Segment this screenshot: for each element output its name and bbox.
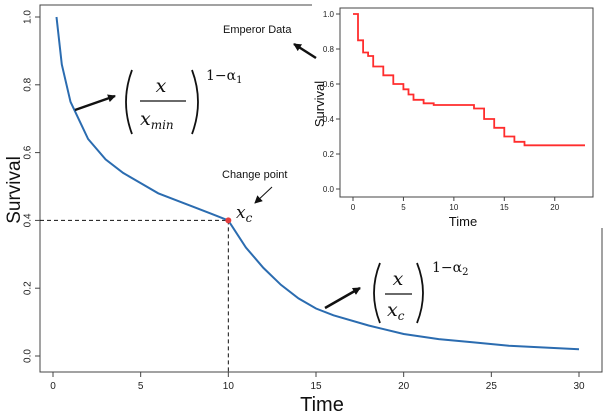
main-x-tick-label: 25	[486, 381, 498, 392]
inset-y-tick-label: 0.8	[323, 45, 335, 54]
main-x-tick-label: 30	[573, 381, 585, 392]
inset-title-emperor-data: Emperor Data	[223, 24, 292, 36]
formula2-right-paren	[416, 262, 424, 324]
main-y-axis-title: Survival	[4, 156, 25, 224]
formula1-numerator: x	[156, 75, 167, 97]
xc-label: xc	[236, 203, 253, 225]
inset-x-axis-title: Time	[449, 214, 477, 229]
formula1-arrow	[74, 94, 116, 112]
inset-x-tick-label: 20	[550, 203, 559, 212]
inset-y-tick-label: 0.4	[323, 115, 335, 124]
change-point-arrow	[254, 186, 273, 204]
formula1-left-paren	[125, 69, 133, 135]
inset-x-tick-label: 15	[500, 203, 509, 212]
inset-y-tick-label: 0.0	[323, 185, 335, 194]
inset-y-axis-title: Survival	[312, 81, 327, 127]
inset-x-tick-label: 5	[401, 203, 406, 212]
main-x-tick-label: 20	[398, 381, 410, 392]
formula2-arrow	[324, 286, 361, 310]
emperor-data-arrow	[293, 42, 317, 60]
main-x-tick-label: 5	[138, 381, 144, 392]
inset-y-tick-label: 0.6	[323, 80, 335, 89]
inset-plot-frame	[339, 7, 594, 198]
main-y-tick-label: 0.0	[23, 349, 34, 363]
main-x-tick-label: 0	[50, 381, 56, 392]
formula1-denominator: xmin	[140, 108, 174, 132]
formula-power-law-1: x xmin 1−α1	[74, 68, 242, 135]
inset-y-tick-label: 0.2	[323, 150, 335, 159]
main-y-tick-label: 0.6	[23, 145, 34, 159]
change-point-guides	[40, 219, 229, 372]
main-x-axis-title: Time	[300, 394, 344, 415]
inset-axis-ticks: 0 5 10 15 20 0.0 0.2 0.4 0.6 0.8 1.0	[323, 10, 560, 212]
formula1-exponent: 1−α1	[206, 68, 242, 86]
main-y-tick-label: 0.8	[23, 77, 34, 91]
main-y-tick-label: 0.4	[23, 213, 34, 227]
formula1-right-paren	[191, 69, 199, 135]
main-chart: 0 5 10 15 20 25 30 0.0 0.2 0.4 0.6 0.8 1.0 Time Surv…	[4, 4, 603, 415]
main-x-tick-label: 15	[310, 381, 322, 392]
main-x-tick-label: 10	[223, 381, 235, 392]
formula2-denominator: xc	[387, 299, 405, 323]
main-axis-ticks: 0 5 10 15 20 25 30 0.0 0.2 0.4 0.6 0.8 1.0	[23, 10, 585, 392]
inset-y-tick-label: 1.0	[323, 10, 335, 19]
formula2-numerator: x	[393, 268, 404, 290]
formula2-left-paren	[373, 262, 381, 324]
formula2-exponent: 1−α2	[432, 260, 468, 278]
inset-background	[312, 3, 604, 228]
inset-x-tick-label: 10	[449, 203, 458, 212]
main-y-tick-label: 1.0	[23, 10, 34, 24]
change-point-label: Change point	[222, 169, 287, 181]
emperor-survival-curve	[353, 13, 585, 147]
formula-power-law-2: x xc 1−α2	[324, 260, 468, 324]
inset-chart: 0 5 10 15 20 0.0 0.2 0.4 0.6 0.8 1.0 Time Survival…	[223, 3, 604, 229]
main-y-tick-label: 0.2	[23, 281, 34, 295]
survival-curve	[55, 16, 580, 351]
change-point-marker	[225, 217, 232, 224]
inset-x-tick-label: 0	[351, 203, 356, 212]
